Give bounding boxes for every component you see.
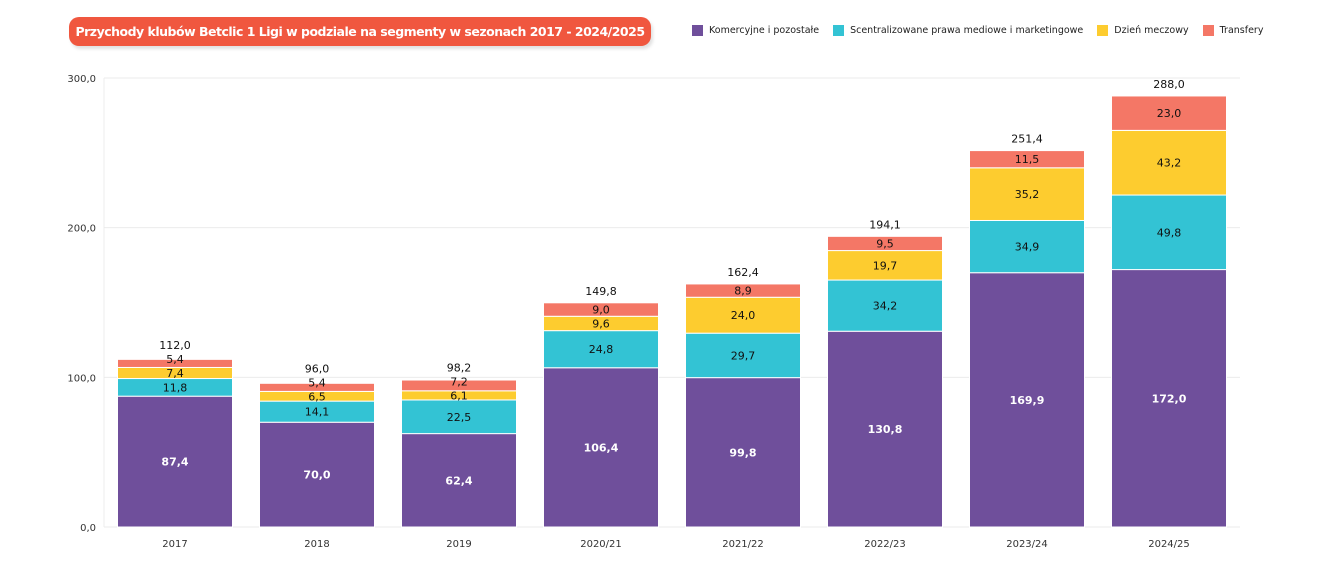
- bar-segment: [543, 367, 659, 528]
- data-label: 6,5: [308, 390, 326, 403]
- data-label: 8,9: [734, 285, 752, 298]
- data-label: 87,4: [161, 456, 188, 469]
- bar-segment: [401, 399, 517, 435]
- bar-segment: [969, 219, 1085, 274]
- total-label: 194,1: [869, 218, 901, 231]
- data-label: 172,0: [1152, 392, 1187, 405]
- legend-label: Dzień meczowy: [1114, 25, 1189, 36]
- bar-segment: [827, 330, 943, 528]
- legend-label: Scentralizowane prawa mediowe i marketin…: [850, 25, 1084, 36]
- bar-segment: [401, 379, 517, 392]
- data-label: 11,5: [1015, 153, 1040, 166]
- x-tick-label: 2023/24: [1006, 539, 1048, 550]
- x-tick-label: 2018: [304, 539, 329, 550]
- data-label: 34,2: [873, 300, 898, 313]
- bar-segment: [259, 421, 375, 528]
- bar-segment: [827, 279, 943, 332]
- bar-segment: [117, 358, 233, 368]
- legend-item-matchday: Dzień meczowy: [1097, 25, 1189, 36]
- legend-swatch: [1097, 25, 1109, 36]
- data-label: 9,5: [876, 237, 894, 250]
- data-label: 169,9: [1010, 394, 1045, 407]
- bar-segment: [685, 283, 801, 298]
- data-label: 24,0: [731, 309, 756, 322]
- total-label: 149,8: [585, 285, 617, 298]
- data-label: 5,4: [166, 353, 184, 366]
- data-label: 23,0: [1157, 107, 1182, 120]
- legend-item-transfers: Transfery: [1202, 25, 1264, 36]
- total-label: 251,4: [1011, 133, 1043, 146]
- data-label: 35,2: [1015, 188, 1040, 201]
- bar-segment: [827, 250, 943, 281]
- legend-label: Komercyjne i pozostałe: [709, 25, 820, 36]
- x-tick-label: 2021/22: [722, 539, 764, 550]
- data-label: 130,8: [868, 423, 903, 436]
- legend-item-media: Scentralizowane prawa mediowe i marketin…: [833, 25, 1083, 36]
- bar-segment: [117, 395, 233, 528]
- data-label: 70,0: [303, 469, 330, 482]
- y-tick-label: 0,0: [80, 523, 96, 534]
- data-label: 29,7: [731, 349, 756, 362]
- data-label: 106,4: [584, 441, 619, 454]
- bar-segment: [827, 235, 943, 252]
- data-label: 24,8: [589, 343, 614, 356]
- bar-segment: [259, 382, 375, 392]
- data-label: 99,8: [729, 446, 756, 459]
- bar-segment: [969, 272, 1085, 528]
- data-label: 19,7: [873, 259, 898, 272]
- bar-segment: [969, 150, 1085, 169]
- data-label: 6,1: [450, 389, 468, 402]
- bar-segment: [401, 433, 517, 528]
- x-tick-label: 2024/25: [1148, 539, 1190, 550]
- data-label: 22,5: [447, 411, 472, 424]
- y-tick-label: 200,0: [67, 224, 96, 235]
- x-tick-label: 2019: [446, 539, 471, 550]
- bar-segment: [1111, 194, 1227, 271]
- bar-segment: [969, 167, 1085, 221]
- total-label: 288,0: [1153, 78, 1185, 91]
- y-tick-label: 300,0: [67, 74, 96, 85]
- total-label: 112,0: [159, 339, 191, 352]
- legend-label: Transfery: [1219, 25, 1264, 36]
- bar-segment: [543, 330, 659, 369]
- legend-swatch: [833, 25, 845, 36]
- x-tick-label: 2022/23: [864, 539, 906, 550]
- data-label: 7,4: [166, 367, 184, 380]
- data-label: 34,9: [1015, 241, 1040, 254]
- legend: Komercyjne i pozostałe Scentralizowane p…: [692, 25, 1263, 36]
- bar-segment: [1111, 95, 1227, 131]
- y-tick-label: 100,0: [67, 373, 96, 384]
- legend-item-commercial: Komercyjne i pozostałe: [692, 25, 819, 36]
- bar-segment: [543, 302, 659, 317]
- data-label: 5,4: [308, 376, 326, 389]
- total-label: 96,0: [305, 362, 330, 375]
- legend-swatch: [692, 25, 703, 36]
- data-label: 9,0: [592, 303, 610, 316]
- total-label: 162,4: [727, 266, 759, 279]
- data-label: 7,2: [450, 375, 468, 388]
- data-label: 9,6: [592, 317, 610, 330]
- total-label: 98,2: [447, 361, 472, 374]
- data-label: 11,8: [163, 381, 188, 394]
- bar-segment: [1111, 269, 1227, 528]
- bar-segment: [685, 377, 801, 528]
- data-label: 14,1: [305, 406, 330, 419]
- data-label: 49,8: [1157, 226, 1182, 239]
- data-label: 62,4: [445, 474, 472, 487]
- x-tick-label: 2020/21: [580, 539, 622, 550]
- chart-title: Przychody klubów Betclic 1 Ligi w podzia…: [69, 17, 651, 68]
- data-label: 43,2: [1157, 157, 1182, 170]
- legend-swatch: [1202, 25, 1214, 36]
- x-tick-label: 2017: [162, 539, 187, 550]
